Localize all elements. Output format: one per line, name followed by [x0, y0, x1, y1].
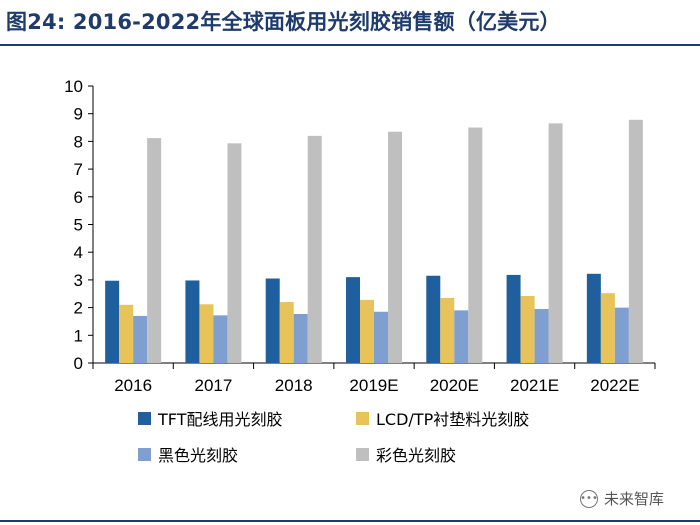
- y-tick-label: 3: [74, 271, 83, 290]
- x-tick-label: 2022E: [590, 376, 639, 395]
- bar-1-2017: [185, 280, 200, 363]
- x-tick-label: 2020E: [430, 376, 479, 395]
- bar-4-2022E: [628, 119, 643, 363]
- bar-3-2018: [293, 313, 308, 363]
- bar-1-2021E: [506, 274, 521, 363]
- y-tick-label: 10: [64, 77, 83, 96]
- chart-title: 图24: 2016-2022年全球面板用光刻胶销售额（亿美元）: [6, 10, 561, 34]
- y-tick-label: 6: [74, 188, 83, 207]
- bar-4-2021E: [548, 123, 563, 364]
- bar-2-2020E: [440, 297, 455, 363]
- legend-label-2: LCD/TP衬垫料光刻胶: [376, 410, 529, 429]
- legend-label-1: TFT配线用光刻胶: [157, 410, 282, 429]
- y-tick-label: 5: [74, 216, 83, 235]
- bar-2-2019E: [360, 299, 374, 363]
- legend-label-4: 彩色光刻胶: [376, 446, 456, 465]
- y-tick-label: 8: [74, 132, 83, 151]
- bar-1-2018: [265, 278, 280, 363]
- legend-swatch-3: [138, 448, 151, 461]
- bar-2-2018: [279, 302, 294, 363]
- y-tick-label: 0: [74, 354, 83, 373]
- bar-3-2022E: [614, 307, 629, 363]
- bar-4-2018: [307, 135, 322, 363]
- bar-1-2019E: [346, 277, 360, 363]
- x-tick-label: 2021E: [510, 376, 559, 395]
- chat-bubble-icon: •••: [580, 489, 598, 508]
- x-tick-label: 2016: [114, 376, 152, 395]
- legend-swatch-4: [356, 448, 369, 461]
- bar-1-2020E: [426, 275, 441, 363]
- bar-2-2016: [119, 304, 134, 363]
- x-tick-label: 2017: [195, 376, 233, 395]
- y-tick-label: 2: [74, 299, 83, 318]
- legend-label-3: 黑色光刻胶: [158, 446, 238, 465]
- bar-4-2020E: [468, 127, 483, 363]
- x-tick-label: 2018: [275, 376, 313, 395]
- y-tick-label: 4: [74, 243, 83, 262]
- y-tick-label: 9: [74, 105, 83, 124]
- watermark: ••• 未来智库: [580, 488, 664, 509]
- y-tick-label: 7: [74, 160, 83, 179]
- legend-swatch-1: [138, 412, 151, 425]
- bar-3-2017: [213, 315, 228, 363]
- bar-2-2022E: [600, 293, 615, 363]
- bar-1-2022E: [586, 273, 601, 363]
- x-tick-label: 2019E: [349, 376, 398, 395]
- bar-3-2021E: [534, 308, 549, 363]
- bar-1-2016: [105, 280, 120, 363]
- title-divider: [0, 44, 700, 46]
- bar-4-2019E: [388, 131, 402, 363]
- bar-3-2020E: [454, 310, 469, 363]
- legend-swatch-2: [356, 412, 369, 425]
- bar-3-2016: [133, 315, 148, 363]
- bar-2-2021E: [520, 295, 535, 363]
- bar-4-2016: [147, 138, 162, 363]
- bottom-divider: [0, 520, 700, 522]
- y-tick-label: 1: [74, 326, 83, 345]
- bar-4-2017: [227, 143, 242, 363]
- bar-3-2019E: [374, 311, 388, 363]
- bar-2-2017: [199, 304, 214, 363]
- watermark-text: 未来智库: [604, 490, 665, 508]
